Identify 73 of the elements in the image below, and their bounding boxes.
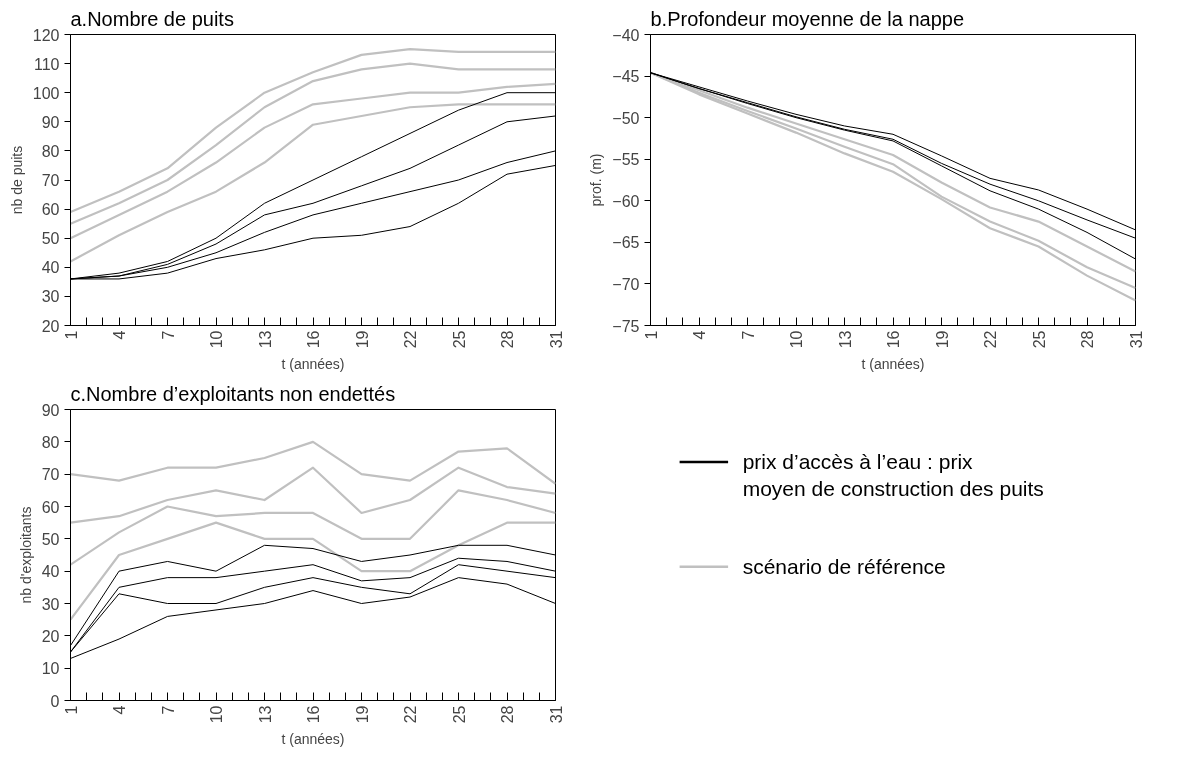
y-tick-label: −70 bbox=[612, 275, 640, 293]
y-tick-label: 70 bbox=[41, 466, 60, 484]
x-tick-label: 16 bbox=[885, 330, 902, 349]
x-tick-label: 25 bbox=[450, 705, 468, 724]
chart-title: c.Nombre d’exploitants non endettés bbox=[70, 382, 396, 405]
x-tick-label: 16 bbox=[305, 705, 322, 724]
legend-label: scénario de référence bbox=[742, 555, 946, 579]
y-tick-label: 100 bbox=[32, 84, 60, 102]
y-tick-label: 90 bbox=[41, 113, 60, 131]
x-tick-label: 19 bbox=[353, 705, 371, 724]
y-tick-label: 80 bbox=[41, 142, 60, 160]
legend-label: prix d’accès à l’eau : prix moyen de construction des puits bbox=[742, 449, 1044, 501]
y-axis-title: nb de puits bbox=[8, 145, 25, 215]
x-tick-label: 31 bbox=[1127, 330, 1145, 349]
x-tick-label: 10 bbox=[208, 705, 225, 724]
y-tick-label: −45 bbox=[612, 68, 640, 86]
y-tick-label: −65 bbox=[612, 234, 640, 252]
y-tick-label: 110 bbox=[33, 55, 60, 73]
y-tick-label: −40 bbox=[612, 26, 640, 44]
y-tick-label: 10 bbox=[41, 660, 60, 678]
x-tick-label: 13 bbox=[256, 705, 274, 724]
y-tick-label: 20 bbox=[41, 317, 60, 335]
x-tick-label: 22 bbox=[982, 330, 999, 349]
x-tick-label: 1 bbox=[62, 330, 80, 340]
y-tick-label: 40 bbox=[41, 563, 60, 581]
y-tick-label: −60 bbox=[612, 192, 640, 210]
y-tick-label: 120 bbox=[32, 26, 60, 44]
x-tick-label: 19 bbox=[353, 330, 371, 349]
x-tick-label: 4 bbox=[111, 705, 128, 715]
x-tick-label: 4 bbox=[691, 330, 708, 340]
x-tick-label: 31 bbox=[547, 705, 565, 724]
y-tick-label: −75 bbox=[612, 317, 640, 335]
y-tick-label: 50 bbox=[41, 530, 60, 548]
x-tick-label: 10 bbox=[208, 330, 225, 349]
x-tick-label: 1 bbox=[62, 705, 80, 715]
y-axis-title: nb d'exploitants bbox=[17, 506, 34, 604]
y-tick-label: −50 bbox=[612, 109, 640, 127]
y-tick-label: 80 bbox=[41, 433, 60, 451]
x-tick-label: 13 bbox=[256, 330, 274, 349]
y-tick-label: 20 bbox=[41, 627, 60, 645]
x-axis-title: t (années) bbox=[281, 356, 345, 373]
x-axis-title: t (années) bbox=[281, 731, 345, 748]
chart-title: b.Profondeur moyenne de la nappe bbox=[650, 7, 965, 30]
x-tick-label: 7 bbox=[159, 330, 177, 340]
x-tick-label: 22 bbox=[402, 705, 419, 724]
x-tick-label: 4 bbox=[111, 330, 128, 340]
x-tick-label: 19 bbox=[933, 330, 951, 349]
y-tick-label: 60 bbox=[41, 201, 60, 219]
x-tick-label: 1 bbox=[642, 330, 660, 340]
x-tick-label: 10 bbox=[788, 330, 805, 349]
x-tick-label: 31 bbox=[547, 330, 565, 349]
x-tick-label: 25 bbox=[450, 330, 468, 349]
y-tick-label: 0 bbox=[50, 692, 60, 710]
y-tick-label: 60 bbox=[41, 498, 60, 516]
y-tick-label: 30 bbox=[41, 288, 60, 306]
x-tick-label: 28 bbox=[1079, 330, 1096, 349]
y-tick-label: 40 bbox=[41, 259, 60, 277]
y-tick-label: 70 bbox=[41, 172, 60, 189]
x-tick-label: 7 bbox=[739, 330, 757, 340]
x-tick-label: 22 bbox=[402, 330, 419, 349]
x-tick-label: 28 bbox=[499, 330, 516, 349]
x-tick-label: 28 bbox=[499, 705, 516, 724]
x-tick-label: 7 bbox=[159, 705, 177, 715]
x-tick-label: 25 bbox=[1030, 330, 1048, 349]
y-tick-label: 30 bbox=[41, 595, 60, 613]
x-axis-title: t (années) bbox=[861, 356, 925, 373]
y-tick-label: 90 bbox=[41, 401, 60, 419]
x-tick-label: 13 bbox=[836, 330, 854, 349]
x-tick-label: 16 bbox=[305, 330, 322, 349]
chart-title: a.Nombre de puits bbox=[70, 7, 234, 30]
y-tick-label: 50 bbox=[41, 230, 60, 248]
y-tick-label: −55 bbox=[612, 151, 640, 169]
y-axis-title: prof. (m) bbox=[588, 153, 605, 207]
